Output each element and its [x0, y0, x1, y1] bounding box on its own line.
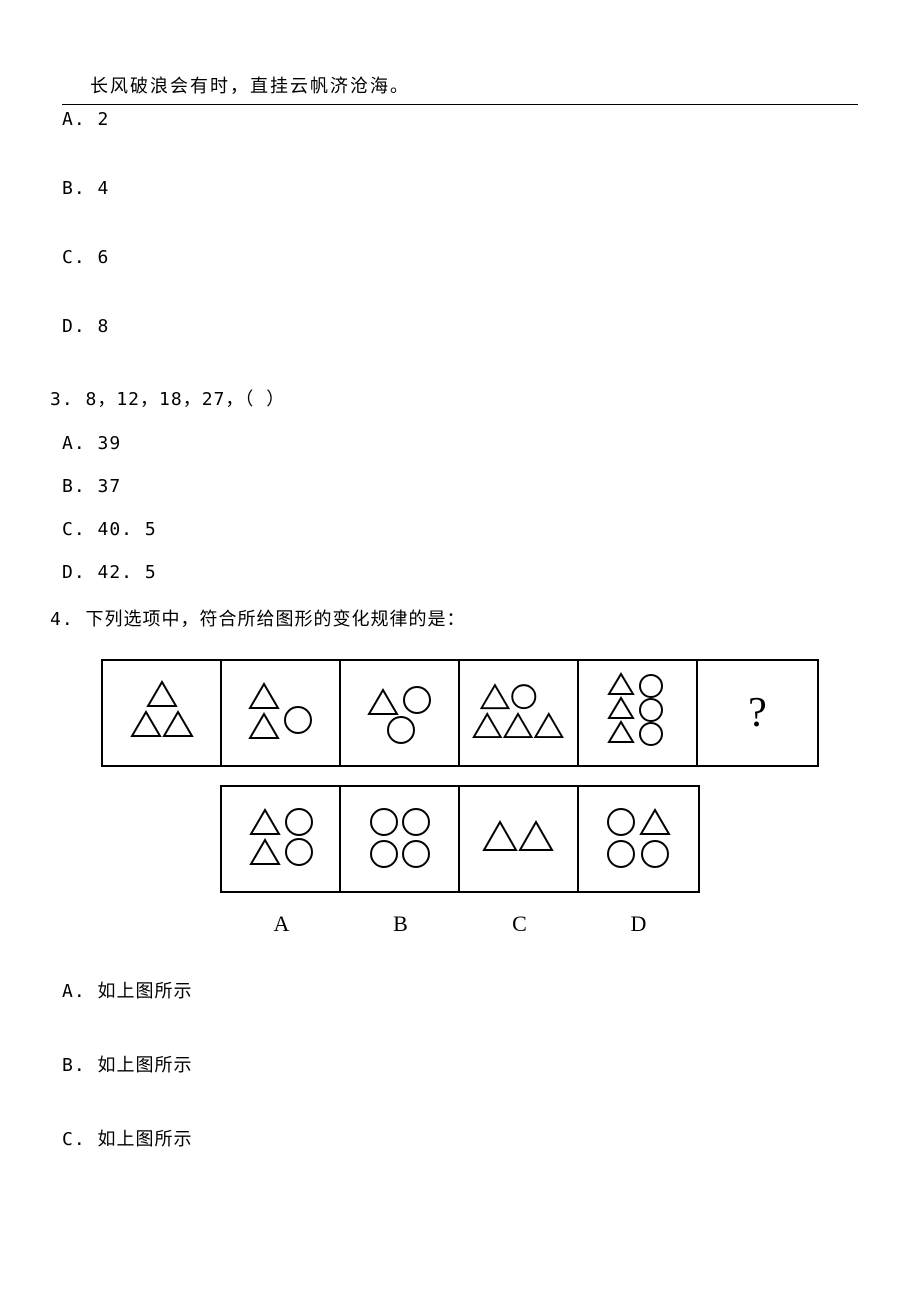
question-mark-icon: ? [748, 689, 767, 737]
ans-label-b: B [341, 903, 460, 937]
ans-cell-c [460, 787, 579, 891]
page-header-quote: 长风破浪会有时，直挂云帆济沧海。 [62, 72, 858, 105]
answer-labels-row: A B C D [62, 903, 858, 937]
q4-answer-figure [62, 785, 858, 893]
seq-cell-5 [579, 661, 698, 765]
ans-cell-d [579, 787, 698, 891]
q4-option-c: C. 如上图所示 [62, 1125, 858, 1151]
ans-cell-b [341, 787, 460, 891]
seq-cell-2 [222, 661, 341, 765]
q3-option-d: D. 42. 5 [62, 562, 858, 583]
q3-option-a: A. 39 [62, 433, 858, 454]
prev-option-a: A. 2 [62, 109, 858, 130]
q4-option-b: B. 如上图所示 [62, 1051, 858, 1077]
prev-option-d: D. 8 [62, 316, 858, 337]
q3-option-b: B. 37 [62, 476, 858, 497]
seq-cell-qmark: ? [698, 661, 817, 765]
ans-label-d: D [579, 903, 698, 937]
q3-option-c: C. 40. 5 [62, 519, 858, 540]
q4-stem: 4. 下列选项中，符合所给图形的变化规律的是： [50, 605, 858, 631]
seq-cell-4 [460, 661, 579, 765]
seq-cell-3 [341, 661, 460, 765]
q4-option-a: A. 如上图所示 [62, 977, 858, 1003]
prev-option-c: C. 6 [62, 247, 858, 268]
ans-cell-a [222, 787, 341, 891]
prev-option-b: B. 4 [62, 178, 858, 199]
q3-stem: 3. 8，12，18，27，（ ） [50, 385, 858, 411]
ans-label-a: A [222, 903, 341, 937]
seq-cell-1 [103, 661, 222, 765]
q4-sequence-figure: ? [62, 659, 858, 767]
ans-label-c: C [460, 903, 579, 937]
